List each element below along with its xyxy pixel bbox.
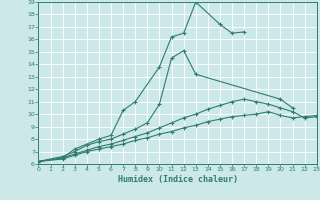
X-axis label: Humidex (Indice chaleur): Humidex (Indice chaleur): [118, 175, 238, 184]
